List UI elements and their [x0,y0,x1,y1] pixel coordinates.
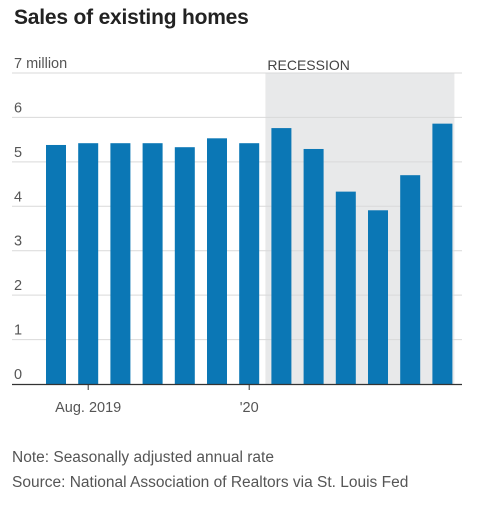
y-tick-label: 6 [14,100,22,116]
x-tick-label: Aug. 2019 [55,400,121,416]
bar [400,175,421,384]
y-tick-label: 4 [14,189,22,205]
y-tick-label: 3 [14,234,22,250]
bar [174,147,195,384]
x-tick-label: '20 [240,400,259,416]
bar [78,143,99,384]
y-tick-label: 1 [14,323,22,339]
chart-title: Sales of existing homes [14,6,249,29]
bar [335,191,356,384]
bar [207,138,227,384]
y-tick-label: 2 [14,278,22,294]
bar [110,143,131,384]
bar-chart: RECESSION 0 1 2 3 4 5 6 7 million Aug. 2019 '20 [12,56,462,416]
chart-source: Source: National Association of Realtors… [12,474,409,491]
recession-shade [265,73,455,384]
bar [46,144,66,384]
bar [271,128,292,384]
bar [142,143,163,384]
bar [432,123,453,385]
y-tick-label: 7 million [14,56,67,72]
chart-note: Note: Seasonally adjusted annual rate [12,449,274,466]
bar [303,148,324,384]
bar [368,210,388,384]
recession-label: RECESSION [267,57,349,73]
y-tick-label: 5 [14,145,22,161]
bar [239,143,260,384]
y-tick-label: 0 [14,367,22,383]
